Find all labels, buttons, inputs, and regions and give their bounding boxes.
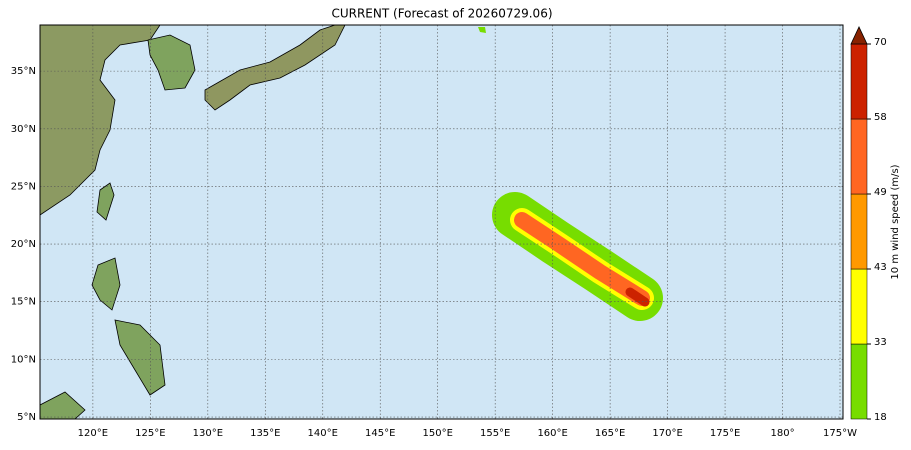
lon-label: 175°E xyxy=(710,428,740,439)
ocean xyxy=(40,25,843,419)
lon-label: 175°W xyxy=(823,428,857,439)
lat-label: 25°N xyxy=(11,181,36,192)
lat-label: 15°N xyxy=(11,297,36,308)
colorbar-extend xyxy=(850,26,868,45)
lat-label: 35°N xyxy=(11,66,36,77)
lon-label: 165°E xyxy=(595,428,625,439)
lat-label: 30°N xyxy=(11,124,36,135)
title: CURRENT (Forecast of 20260729.06) xyxy=(331,7,552,21)
colorbar-tick-label: 49 xyxy=(874,187,887,198)
lon-label: 120°E xyxy=(78,428,108,439)
colorbar-tick-label: 58 xyxy=(874,112,887,123)
lon-label: 135°E xyxy=(250,428,280,439)
colorbar-segment xyxy=(850,268,868,345)
lon-label: 140°E xyxy=(308,428,338,439)
colorbar-segment xyxy=(850,343,868,420)
colorbar-tick-label: 70 xyxy=(874,37,887,48)
colorbar-tick-label: 33 xyxy=(874,337,887,348)
colorbar-segment xyxy=(850,118,868,195)
lat-label: 20°N xyxy=(11,239,36,250)
lat-label: 10°N xyxy=(11,354,36,365)
lon-label: 130°E xyxy=(193,428,223,439)
lon-label: 150°E xyxy=(423,428,453,439)
map-frame xyxy=(39,24,844,420)
lat-label: 5°N xyxy=(17,412,36,423)
lon-label: 160°E xyxy=(537,428,567,439)
colorbar-label: 10 m wind speed (m/s) xyxy=(890,164,901,279)
lon-label: 145°E xyxy=(365,428,395,439)
land xyxy=(40,25,486,419)
lon-label: 170°E xyxy=(652,428,682,439)
wind-swath xyxy=(492,192,663,321)
colorbar-tick-label: 18 xyxy=(874,412,887,423)
colorbar-tick-label: 43 xyxy=(874,262,887,273)
lon-label: 155°E xyxy=(480,428,510,439)
colorbar-segment xyxy=(850,193,868,270)
lon-label: 180° xyxy=(770,428,794,439)
colorbar-segment xyxy=(850,43,868,120)
lon-label: 125°E xyxy=(135,428,165,439)
